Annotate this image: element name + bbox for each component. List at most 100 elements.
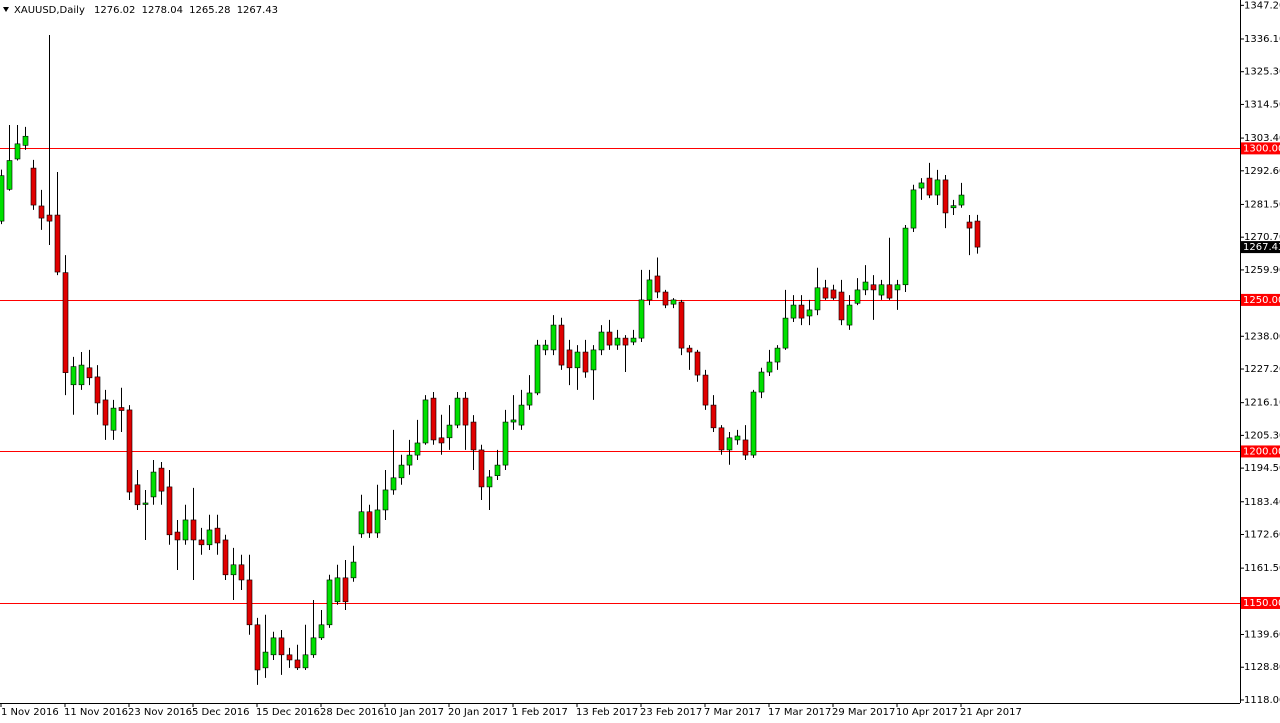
- y-tick-label: 1118.00: [1244, 695, 1280, 706]
- candle-body: [878, 284, 885, 296]
- candle-body: [670, 299, 677, 305]
- level-label-box: [1241, 142, 1280, 155]
- y-tick-label: 1161.50: [1244, 563, 1280, 574]
- candle-body: [750, 391, 757, 456]
- chart-title: XAUUSD,Daily: [14, 5, 85, 16]
- header-open: 1276.02: [94, 5, 135, 16]
- candle-body: [142, 502, 149, 505]
- candle-body: [782, 317, 789, 349]
- candle-body: [254, 624, 261, 671]
- x-tick-label: 17 Mar 2017: [768, 707, 831, 718]
- level-label: 1150.00: [1243, 598, 1280, 609]
- candle-body: [182, 519, 189, 541]
- candle-body: [14, 143, 21, 160]
- candle-body: [270, 637, 277, 656]
- candle-body: [478, 449, 485, 488]
- candle-body: [550, 324, 557, 351]
- candle-body: [574, 351, 581, 369]
- y-tick-label: 1303.40: [1244, 133, 1280, 144]
- candle-body: [366, 511, 373, 534]
- candle-body: [870, 284, 877, 291]
- candle-body: [614, 337, 621, 346]
- chart-header: XAUUSD,Daily 1276.02 1278.04 1265.28 126…: [14, 5, 278, 16]
- candle-body: [294, 659, 301, 669]
- header-close: 1267.43: [237, 5, 278, 16]
- candle-body: [622, 337, 629, 346]
- candle-body: [38, 205, 45, 219]
- candle-body: [78, 364, 85, 386]
- candle-body: [6, 160, 13, 190]
- candle-body: [54, 214, 61, 273]
- level-label-box: [1241, 596, 1280, 609]
- candle-body: [262, 651, 269, 669]
- candle-body: [94, 376, 101, 404]
- candle-body: [382, 489, 389, 511]
- candle-body: [838, 291, 845, 321]
- header-low: 1265.28: [189, 5, 230, 16]
- candle-body: [710, 404, 717, 429]
- candle-body: [534, 344, 541, 394]
- x-tick-label: 7 Mar 2017: [704, 707, 761, 718]
- level-label-box: [1241, 445, 1280, 458]
- candle-body: [462, 397, 469, 426]
- candle-body: [910, 189, 917, 229]
- candle-body: [158, 467, 165, 492]
- candle-body: [854, 289, 861, 304]
- x-tick-label: 21 Apr 2017: [960, 707, 1022, 718]
- candle-body: [518, 404, 525, 426]
- candle-body: [662, 291, 669, 306]
- candle-body: [822, 287, 829, 299]
- candle-body: [966, 221, 973, 229]
- candle-body: [358, 511, 365, 535]
- candle-body: [350, 561, 357, 579]
- x-tick-label: 15 Dec 2016: [256, 707, 320, 718]
- candle-body: [654, 275, 661, 293]
- y-tick-label: 1216.10: [1244, 398, 1280, 409]
- level-label: 1200.00: [1243, 446, 1280, 457]
- candle-body: [606, 331, 613, 346]
- y-tick-label: 1281.50: [1244, 199, 1280, 210]
- x-tick-label: 10 Jan 2017: [384, 707, 444, 718]
- y-tick-label: 1347.20: [1244, 0, 1280, 11]
- candle-body: [494, 464, 501, 476]
- candle-body: [342, 577, 349, 603]
- candle-body: [934, 179, 941, 196]
- candle-body: [566, 349, 573, 369]
- x-tick-label: 13 Feb 2017: [576, 707, 638, 718]
- candle-body: [902, 227, 909, 286]
- level-label: 1250.00: [1243, 295, 1280, 306]
- y-tick-label: 1227.20: [1244, 364, 1280, 375]
- candle-body: [502, 421, 509, 466]
- candle-body: [190, 519, 197, 541]
- candle-body: [134, 484, 141, 506]
- x-tick-label: 23 Feb 2017: [640, 707, 702, 718]
- x-tick-label: 29 Mar 2017: [832, 707, 895, 718]
- candle-body: [318, 624, 325, 639]
- candle-body: [310, 637, 317, 656]
- current-price-box: [1241, 241, 1280, 254]
- candle-body: [86, 367, 93, 379]
- y-tick-label: 1270.70: [1244, 232, 1280, 243]
- candle-body: [630, 337, 637, 343]
- candle-body: [406, 454, 413, 466]
- candle-body: [510, 419, 517, 423]
- candle-body: [62, 272, 69, 373]
- candle-body: [742, 439, 749, 456]
- candle-body: [950, 205, 957, 209]
- current-price-label: 1267.43: [1243, 242, 1280, 253]
- candle-body: [558, 324, 565, 366]
- y-tick-label: 1336.10: [1244, 34, 1280, 45]
- y-tick-label: 1194.50: [1244, 463, 1280, 474]
- candle-body: [590, 349, 597, 371]
- candle-body: [598, 331, 605, 351]
- candle-body: [846, 304, 853, 326]
- candle-body: [46, 214, 53, 222]
- candle-body: [110, 407, 117, 431]
- candle-body: [814, 287, 821, 311]
- symbol-icon: [3, 7, 9, 12]
- candle-body: [470, 421, 477, 451]
- candle-body: [206, 529, 213, 546]
- x-tick-label: 28 Dec 2016: [320, 707, 384, 718]
- candle-body: [806, 309, 813, 317]
- candle-body: [446, 424, 453, 439]
